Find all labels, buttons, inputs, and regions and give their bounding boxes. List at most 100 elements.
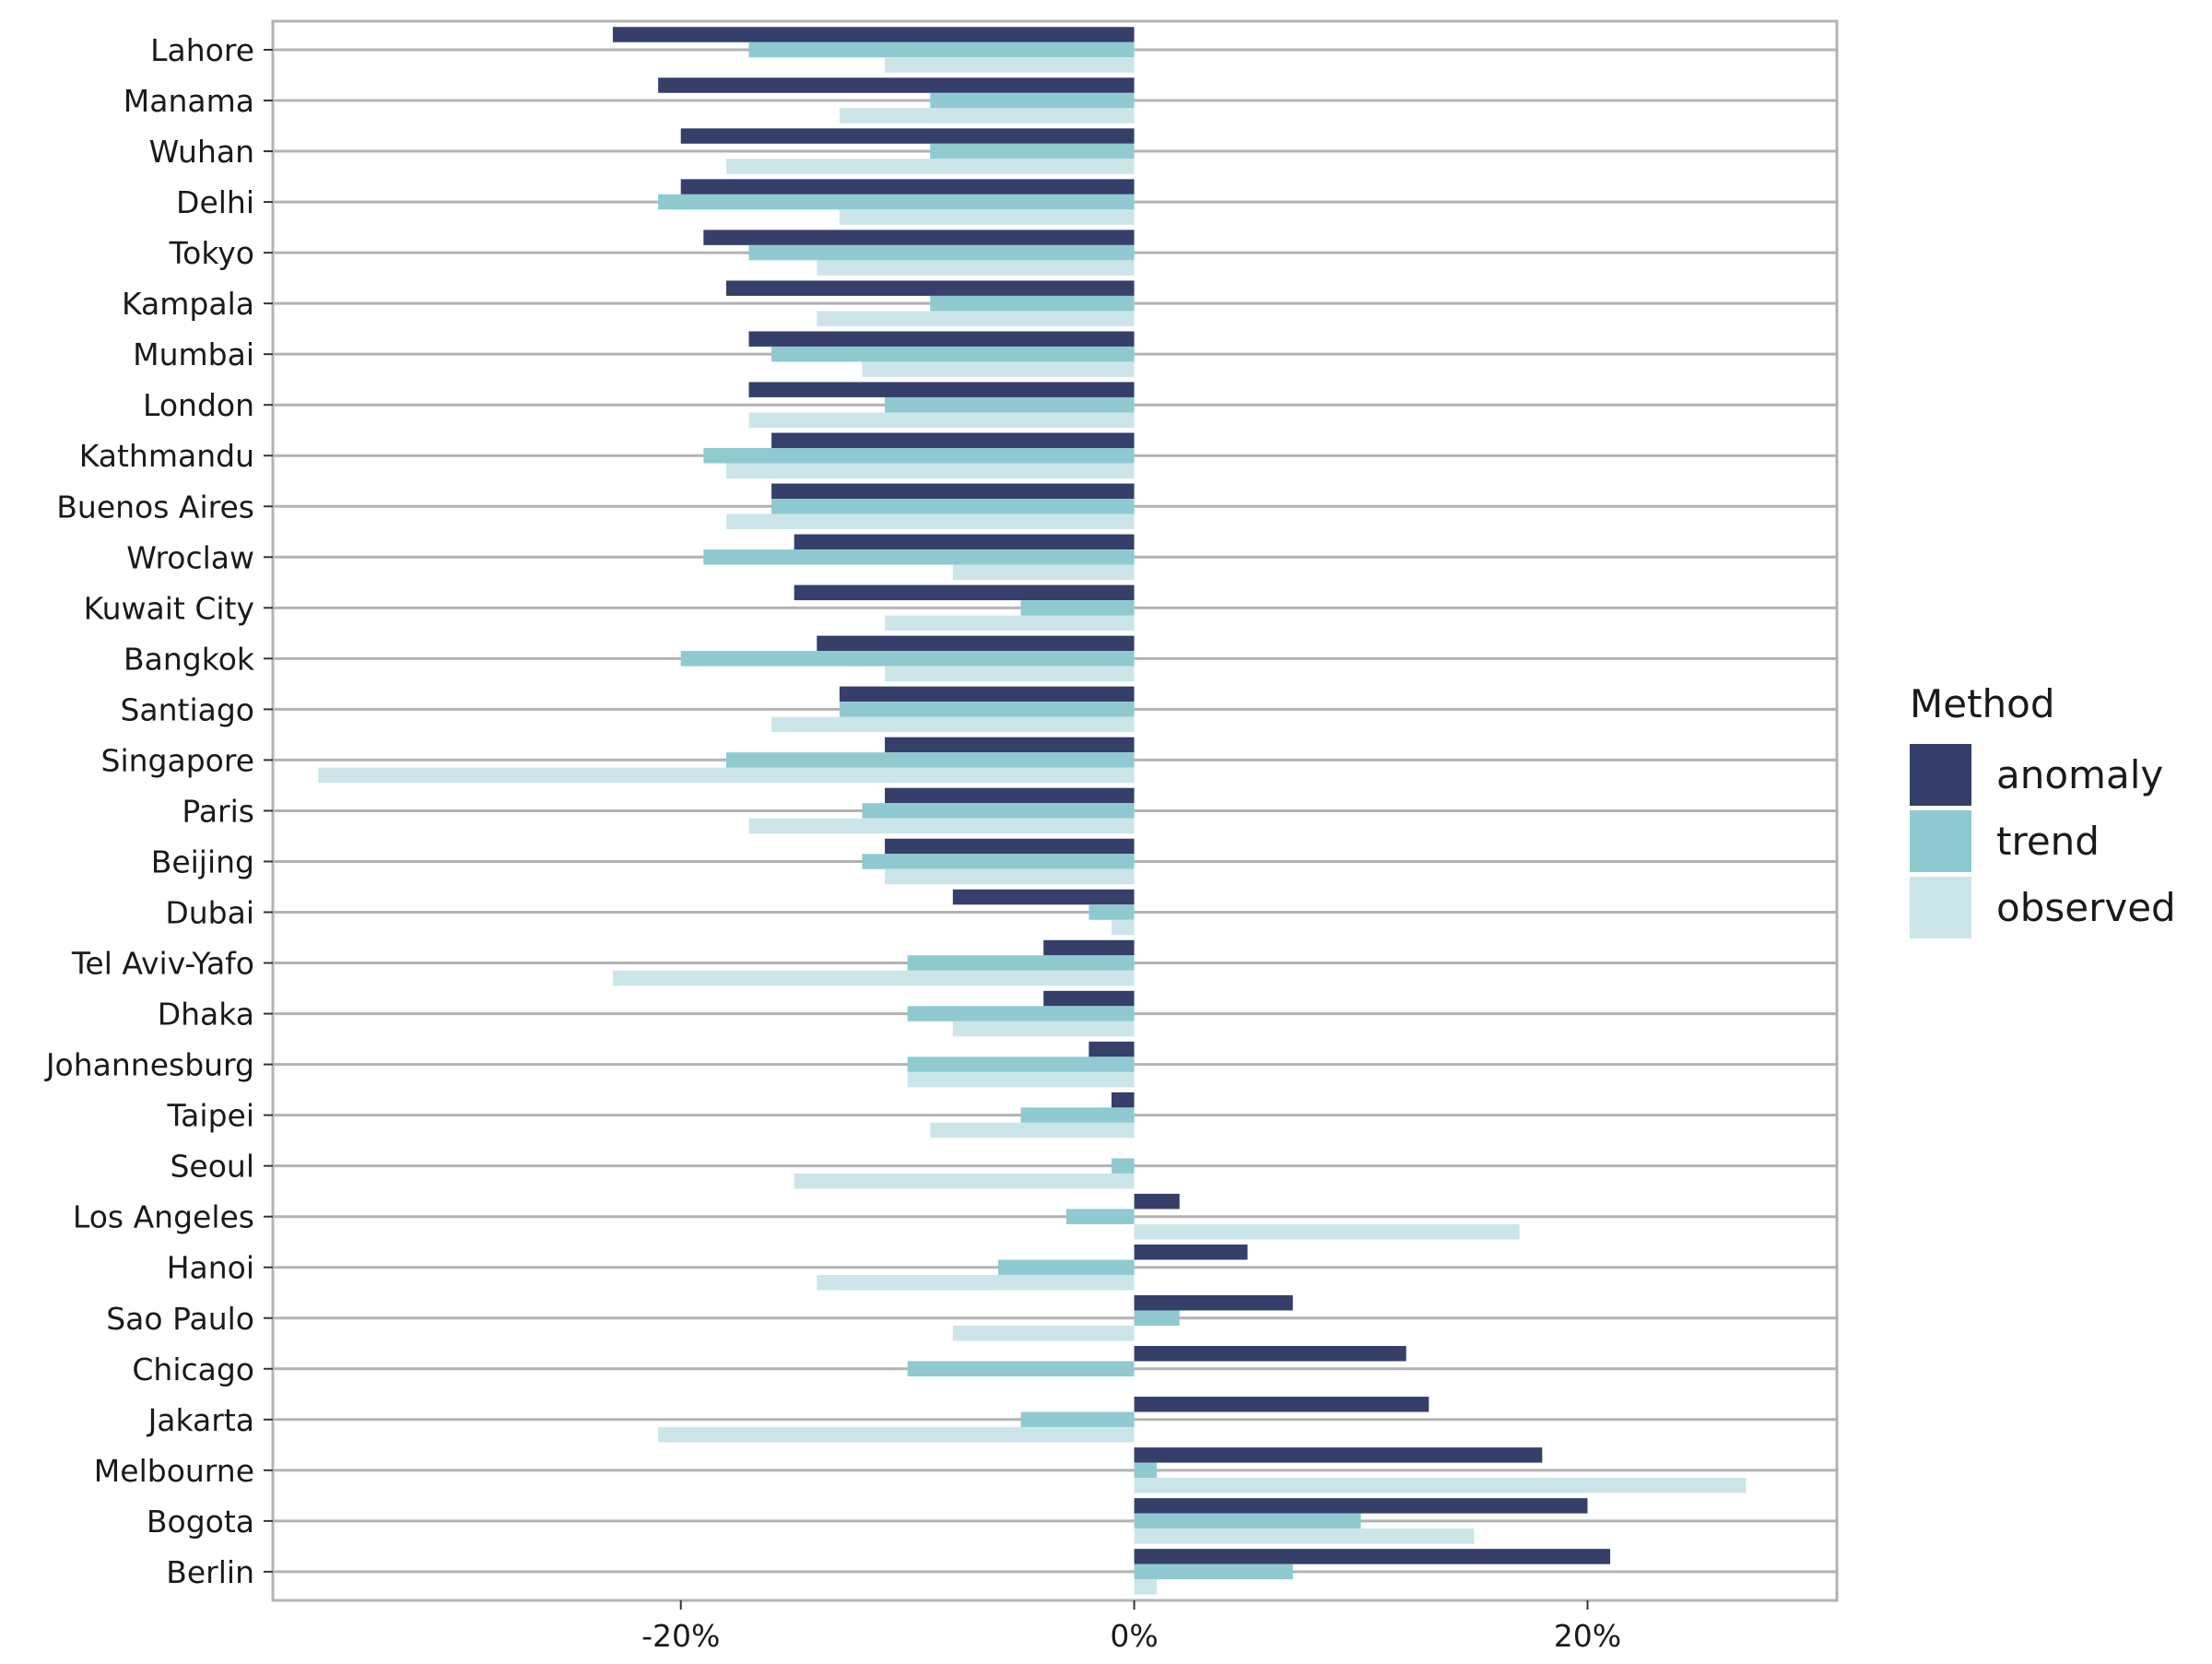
y-tick-label: Kuwait City — [84, 590, 254, 626]
bar-observed — [748, 412, 1135, 428]
bar-observed — [885, 868, 1135, 885]
bar-anomaly — [1134, 1295, 1293, 1311]
bar-anomaly — [1043, 939, 1135, 956]
y-tick-label: Kampala — [122, 286, 254, 322]
y-tick-label: Sao Paulo — [106, 1301, 254, 1337]
bar-observed — [1134, 1528, 1475, 1544]
bar-anomaly — [1088, 1041, 1135, 1057]
bar-trend — [748, 41, 1135, 58]
bar-anomaly — [612, 27, 1135, 42]
bar-trend — [703, 447, 1135, 464]
y-tick-label: Berlin — [166, 1554, 254, 1590]
bar-observed — [725, 463, 1135, 478]
bar-observed — [839, 108, 1135, 124]
y-tick-label: Singapore — [101, 742, 254, 778]
bar-observed — [318, 767, 1135, 784]
bar-trend — [930, 143, 1135, 159]
bar-trend — [930, 92, 1135, 109]
y-tick-label: Buenos Aires — [56, 489, 254, 525]
y-tick-label: Hanoi — [167, 1250, 254, 1286]
bar-observed — [817, 1274, 1135, 1291]
bar-trend — [658, 194, 1135, 210]
y-tick-label: Paris — [182, 793, 254, 829]
legend-label: trend — [1996, 819, 2100, 864]
bar-trend — [907, 1006, 1135, 1021]
bar-anomaly — [817, 635, 1135, 652]
x-axis: -20% 0% 20% — [641, 1600, 1621, 1654]
bar-anomaly — [885, 838, 1135, 855]
y-tick-label: Los Angeles — [73, 1199, 254, 1235]
bar-observed — [817, 260, 1135, 276]
bar-trend — [1020, 1411, 1135, 1428]
bar-trend — [907, 1056, 1135, 1072]
bar-observed — [885, 666, 1135, 682]
y-tick-label: Bogota — [147, 1504, 254, 1540]
bar-observed — [771, 716, 1135, 733]
bar-anomaly — [748, 382, 1135, 397]
y-tick-label: Chicago — [132, 1351, 254, 1387]
bar-anomaly — [1134, 1346, 1406, 1362]
y-tick-label: Jakarta — [147, 1402, 254, 1438]
y-tick-label: Santiago — [120, 691, 254, 727]
bar-trend — [862, 854, 1135, 869]
bar-observed — [817, 311, 1135, 326]
bar-anomaly — [680, 128, 1135, 144]
bar-observed — [952, 1021, 1135, 1037]
bar-observed — [1134, 1478, 1747, 1493]
y-tick-label: Wuhan — [149, 134, 254, 170]
bar-observed — [1134, 1579, 1158, 1595]
bar-trend — [1134, 1564, 1293, 1580]
bar-observed — [794, 1173, 1135, 1189]
bar-trend — [998, 1259, 1135, 1275]
bar-observed — [907, 1071, 1135, 1088]
y-tick-label: Tokyo — [169, 235, 254, 271]
x-tick-label: 20% — [1554, 1618, 1621, 1654]
bar-anomaly — [725, 280, 1135, 296]
bar-trend — [1065, 1209, 1135, 1224]
legend: Method anomaly trend observed — [1910, 681, 2176, 938]
bar-observed — [658, 1427, 1135, 1443]
bar-observed — [952, 564, 1135, 581]
bar-trend — [771, 499, 1135, 514]
y-tick-label: Seoul — [170, 1149, 254, 1185]
bar-observed — [885, 615, 1135, 631]
bar-trend — [1134, 1310, 1180, 1326]
y-tick-label: Lahore — [150, 32, 254, 68]
y-tick-label: Kathmandu — [79, 438, 254, 474]
bar-trend — [771, 346, 1135, 362]
bar-anomaly — [794, 534, 1135, 550]
y-tick-label: Manama — [124, 83, 254, 119]
y-tick-label: Mumbai — [133, 336, 254, 372]
legend-label: observed — [1996, 885, 2176, 930]
y-axis: Lahore Manama Wuhan Delhi Tokyo Kampala Mumbai… — [44, 32, 273, 1590]
y-tick-label: Bangkok — [124, 641, 255, 677]
y-tick-label: Melbourne — [94, 1453, 254, 1489]
y-tick-label: Johannesburg — [44, 1047, 254, 1083]
bar-observed — [862, 361, 1135, 377]
bar-anomaly — [1134, 1244, 1248, 1260]
bar-anomaly — [794, 584, 1135, 601]
x-tick-label: -20% — [641, 1618, 720, 1654]
bar-anomaly — [1043, 990, 1135, 1007]
bar-anomaly — [885, 737, 1135, 753]
bar-anomaly — [1134, 1397, 1430, 1412]
legend-label: anomaly — [1996, 752, 2163, 797]
bar-trend — [748, 244, 1135, 261]
bar-trend — [1134, 1462, 1158, 1479]
legend-key-trend — [1910, 810, 1971, 872]
bar-anomaly — [771, 483, 1135, 500]
bar-trend — [725, 752, 1135, 768]
bar-anomaly — [703, 230, 1135, 245]
bar-trend — [1111, 1158, 1135, 1174]
bar-trend — [907, 955, 1135, 971]
bar-observed — [885, 57, 1135, 73]
y-tick-label: Delhi — [176, 184, 254, 220]
bar-anomaly — [771, 432, 1135, 448]
bar-trend — [907, 1361, 1135, 1377]
bar-observed — [725, 159, 1135, 174]
bar-anomaly — [1134, 1193, 1180, 1210]
bar-trend — [703, 549, 1135, 565]
bar-observed — [612, 970, 1135, 986]
bar-observed — [930, 1122, 1135, 1139]
bar-observed — [952, 1326, 1135, 1341]
